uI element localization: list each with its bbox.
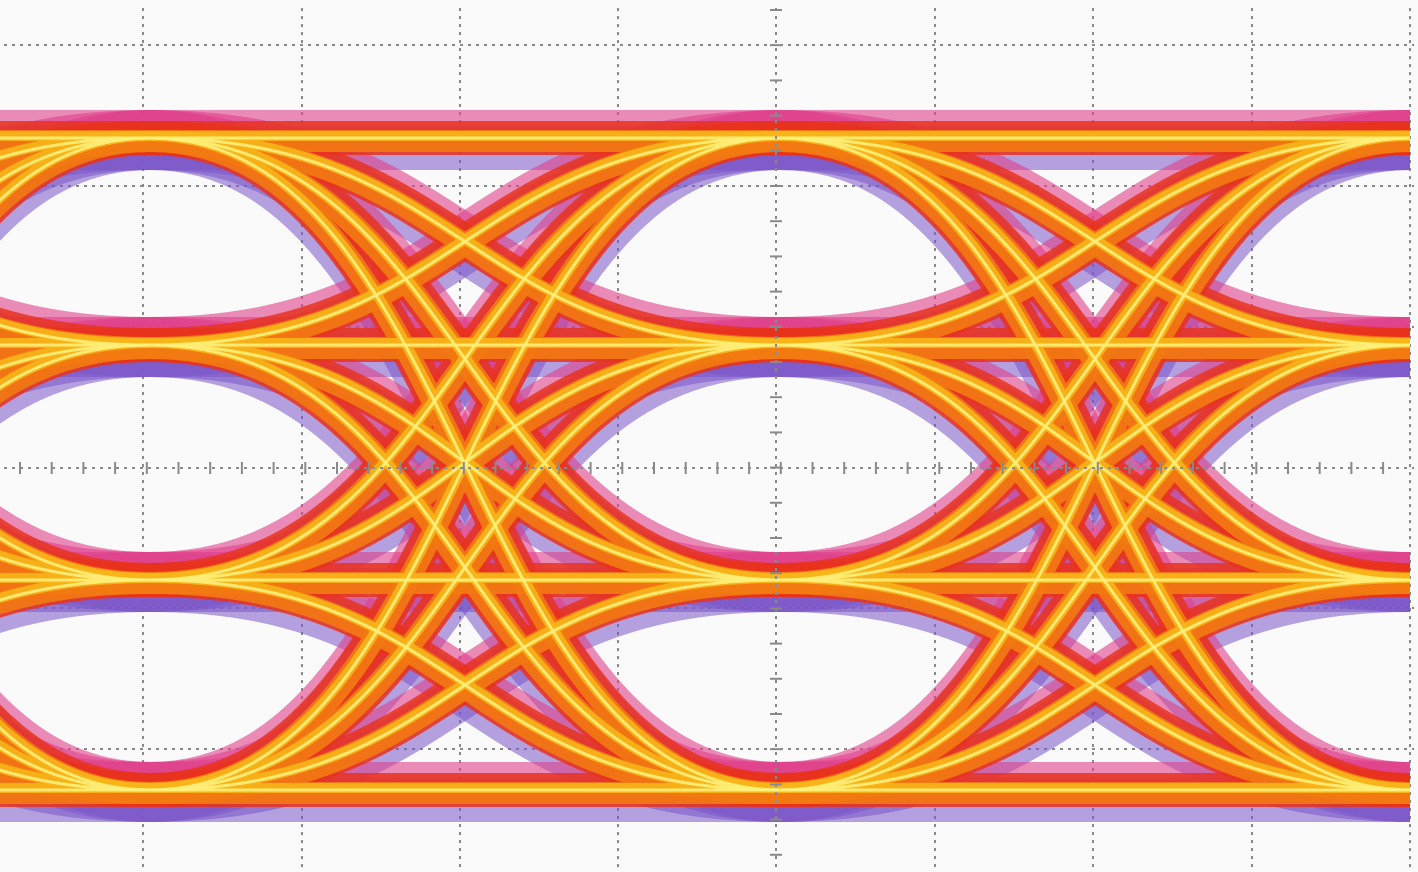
trace <box>149 136 781 792</box>
trace <box>0 136 151 160</box>
trace <box>0 136 151 203</box>
trace <box>0 536 151 582</box>
trace <box>0 573 151 604</box>
trace <box>149 136 781 347</box>
trace <box>0 745 151 792</box>
trace <box>0 768 151 792</box>
trace <box>0 739 151 793</box>
trace <box>0 343 151 370</box>
trace <box>0 338 151 371</box>
trace <box>779 131 1411 348</box>
trace <box>149 131 781 348</box>
signal-traces <box>0 109 1411 823</box>
trace <box>0 762 151 793</box>
trace <box>779 578 1411 792</box>
trace <box>0 555 151 582</box>
trace <box>0 719 151 793</box>
trace <box>779 573 1411 793</box>
trace <box>0 578 151 602</box>
trace <box>0 131 151 185</box>
trace <box>779 343 1411 792</box>
trace <box>0 317 151 348</box>
trace <box>0 725 151 792</box>
trace <box>0 529 151 583</box>
trace <box>149 343 781 792</box>
trace <box>149 578 781 792</box>
trace <box>0 131 151 162</box>
trace <box>0 343 151 390</box>
center-axes <box>4 8 1414 870</box>
trace <box>0 136 151 182</box>
trace <box>0 323 151 347</box>
trace <box>149 136 781 582</box>
trace <box>0 550 151 583</box>
trace <box>779 136 1411 792</box>
trace <box>779 136 1411 582</box>
trace <box>149 573 781 793</box>
trace <box>779 136 1411 347</box>
trace <box>0 338 151 392</box>
